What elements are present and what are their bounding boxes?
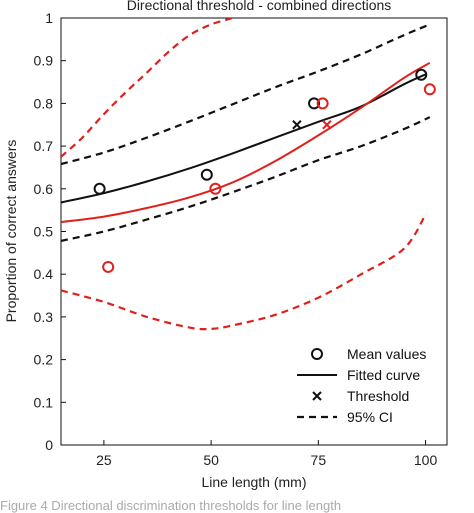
legend-item: Threshold (312, 388, 409, 404)
red-mean-point (102, 260, 115, 273)
legend-circle-icon (311, 348, 323, 360)
legend-item: Mean values (311, 346, 426, 362)
chart: Directional threshold - combined directi… (3, 0, 448, 490)
y-tick-label: 0.3 (34, 309, 54, 325)
black-fitted-curve (61, 73, 427, 204)
black-mean-point (308, 97, 321, 110)
black-ci-line (61, 23, 431, 166)
y-tick-label: 0.5 (34, 224, 54, 240)
x-tick-label: 75 (311, 452, 327, 468)
red-fitted-curve (61, 61, 431, 224)
y-axis-title: Proportion of correct answers (3, 140, 19, 323)
legend-item: 95% CI (297, 409, 393, 425)
y-tick-label: 0.9 (34, 53, 54, 69)
legend-label: Fitted curve (347, 367, 420, 383)
x-tick-label: 25 (96, 452, 112, 468)
legend-label: Mean values (347, 346, 426, 362)
y-tick-label: 1 (45, 10, 53, 26)
red-mean-point (423, 83, 436, 96)
red-threshold-marker (322, 120, 332, 130)
y-tick-label: 0.4 (34, 266, 54, 282)
black-ci-line (61, 116, 431, 242)
x-tick-label: 50 (203, 452, 219, 468)
x-axis-title: Line length (mm) (201, 474, 306, 490)
red-ci-line (61, 213, 427, 331)
red-mean-point (209, 182, 222, 195)
black-mean-point (93, 182, 106, 195)
chart-title: Directional threshold - combined directi… (127, 0, 392, 13)
y-tick-label: 0.8 (34, 95, 54, 111)
legend-label: Threshold (347, 388, 409, 404)
legend-cross-icon (312, 391, 322, 401)
x-tick-label: 100 (414, 452, 438, 468)
y-tick-label: 0.7 (34, 138, 54, 154)
black-mean-point (415, 68, 428, 81)
black-threshold-marker (292, 120, 302, 130)
red-mean-point (316, 97, 329, 110)
y-tick-label: 0 (45, 437, 53, 453)
red-ci-line (61, 18, 233, 158)
black-mean-point (200, 168, 213, 181)
legend-item: Fitted curve (297, 367, 420, 383)
y-tick-label: 0.2 (34, 352, 54, 368)
y-tick-label: 0.6 (34, 181, 54, 197)
figure-caption: Figure 4 Directional discrimination thre… (0, 499, 342, 513)
y-tick-label: 0.1 (34, 394, 54, 410)
legend-label: 95% CI (347, 409, 393, 425)
